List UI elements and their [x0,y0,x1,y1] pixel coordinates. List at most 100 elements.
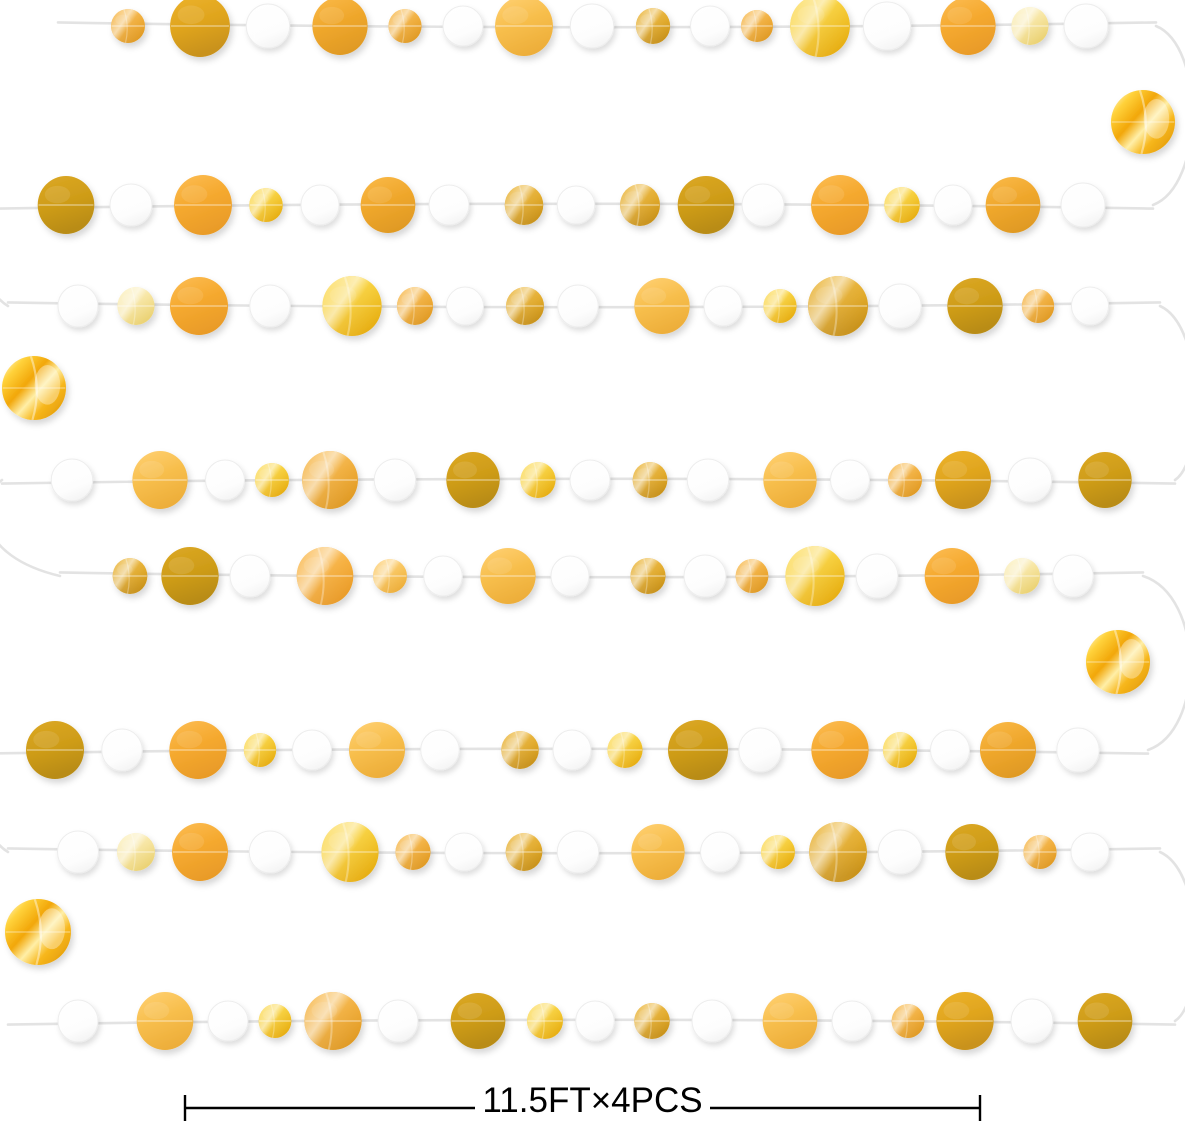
gold-circle-disc [891,1004,925,1038]
white-circle-disc [1060,182,1106,228]
gold-circle-disc [26,721,84,779]
white-circle-disc [444,832,484,872]
gold-circle-disc-turn [1086,630,1150,694]
gold-circle-disc [501,731,539,769]
gold-circle-disc [446,452,500,508]
gold-circle-disc [1078,452,1132,508]
gold-circle-disc [117,287,155,325]
white-circle-disc [855,553,899,599]
gold-circle-disc [1021,289,1055,323]
white-circle-disc [207,1000,249,1042]
white-circle-disc [1070,286,1110,326]
gold-circle-disc [170,277,228,335]
white-circle-disc [556,185,596,225]
garland-thread [0,21,1185,1026]
gold-circle-disc [632,462,668,498]
white-circle-disc [878,283,922,329]
white-circle-disc [691,999,733,1043]
white-circle-disc [1070,832,1110,872]
white-circle-disc [57,284,99,328]
white-circle-disc [249,284,291,328]
gold-circle-disc-turn [5,899,71,965]
gold-circle-disc [668,720,728,780]
gold-circle-disc [741,10,773,42]
gold-circle-disc [136,992,194,1050]
gold-circle-disc [763,452,817,508]
gold-circle-disc [322,276,382,336]
gold-circle-disc [1004,558,1040,594]
gold-circle-disc [504,185,544,225]
gold-circle-disc [761,835,795,869]
gold-circle-disc [762,993,818,1049]
white-circle-disc [109,183,153,227]
gold-circle-disc [117,833,155,871]
gold-circle-disc [349,722,405,778]
gold-circle-disc [169,721,227,779]
gold-circle-disc [480,548,536,604]
white-circle-disc [556,830,600,874]
white-circle-disc [229,554,271,598]
white-circle-disc [442,5,484,47]
white-circle-disc [831,1000,873,1042]
gold-circle-disc [450,993,506,1049]
gold-circle-disc [882,732,918,768]
white-circle-disc [50,458,94,502]
gold-circle-disc [785,546,845,606]
gold-circle-disc [763,289,797,323]
gold-circle-disc [1023,835,1057,869]
gold-circle-disc [634,1003,670,1039]
gold-circle-disc [940,0,996,55]
gold-circle-disc [395,834,431,870]
white-circle-disc [1056,727,1100,773]
gold-circle-disc [884,187,920,223]
gold-circle-disc [811,721,869,779]
gold-circle-disc [174,175,232,235]
gold-circle-disc [112,558,148,594]
white-circle-disc [557,284,599,328]
gold-circle-disc [985,177,1041,233]
white-circle-disc [245,3,291,49]
gold-circle-disc [1011,7,1049,45]
gold-circle-disc [947,278,1003,334]
white-circle-disc [738,727,782,773]
gold-circle-disc [111,9,145,43]
gold-circle-disc-turn [1111,90,1175,154]
gold-circle-disc [980,722,1036,778]
white-circle-disc [1052,554,1094,598]
gold-circle-disc-turn [2,356,66,420]
white-circle-disc [550,555,590,597]
white-circle-disc [300,184,340,226]
gold-circle-disc [321,822,379,882]
gold-circle-disc [1077,993,1133,1049]
gold-circle-disc [243,733,277,767]
gold-circle-disc [790,0,850,57]
gold-circle-disc [360,177,416,233]
white-circle-disc [291,729,333,771]
dimension-measurement-bar: 11.5FT×4PCS [0,1078,1185,1124]
white-circle-disc [1007,457,1053,503]
gold-circle-disc [37,176,95,234]
gold-circle-disc [888,463,922,497]
gold-circle-disc [296,547,354,605]
white-circle-disc [933,184,973,226]
white-circle-disc [741,183,785,227]
gold-circle-disc [527,1003,563,1039]
white-circle-disc [552,729,592,771]
gold-circle-disc [630,558,666,594]
gold-circle-disc [255,463,289,497]
gold-circle-disc [808,276,868,336]
white-circle-disc [428,184,470,226]
white-circle-disc [1063,3,1109,49]
white-circle-disc [699,831,741,873]
gold-circle-disc [607,732,643,768]
white-circle-disc [373,458,417,502]
gold-circle-disc [312,0,368,55]
gold-circle-disc [304,992,362,1050]
gold-circle-disc [520,462,556,498]
gold-circle-disc [735,559,769,593]
gold-circle-disc [302,451,358,509]
white-circle-disc [569,3,615,49]
gold-circle-disc [635,8,671,44]
white-circle-disc [877,829,923,875]
